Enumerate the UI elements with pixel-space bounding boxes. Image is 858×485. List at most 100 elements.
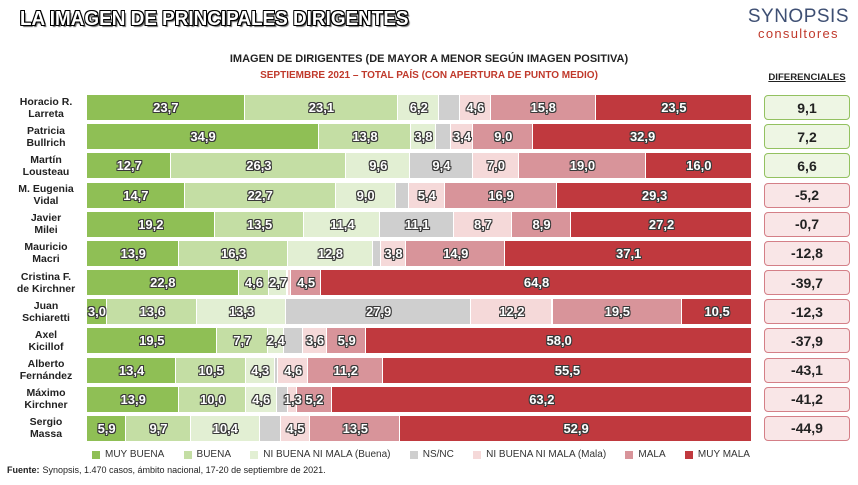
- legend-label: MUY MALA: [697, 449, 750, 460]
- data-label: 10,4: [212, 420, 238, 436]
- bar-segment: [395, 182, 409, 208]
- category-label-line: Máximo: [26, 387, 66, 400]
- data-label: 13,8: [352, 129, 378, 145]
- data-label: 19,2: [138, 216, 164, 232]
- category-label-line: Javier: [30, 212, 62, 225]
- legend-item: NI BUENA NI MALA (Buena): [250, 449, 391, 460]
- data-label: 4,6: [244, 275, 263, 291]
- bar-segment: [197, 299, 286, 325]
- differential-box: 7,2: [764, 124, 850, 150]
- category-label-line: de Kirchner: [16, 282, 76, 295]
- differential-box: -5,2: [764, 182, 850, 208]
- data-label: 26,3: [246, 158, 272, 174]
- legend-label: MALA: [638, 449, 666, 460]
- category-label: Alberto Fernández: [6, 358, 86, 383]
- category-label-line: Martín: [30, 153, 62, 166]
- bar-segment: [216, 328, 268, 354]
- data-label: 14,7: [123, 187, 149, 203]
- legend-swatch: [92, 450, 100, 459]
- category-label: M. Eugenia Vidal: [6, 183, 86, 208]
- bar-segment: [87, 240, 180, 266]
- data-label: 11,4: [330, 216, 355, 232]
- data-label: 2,7: [269, 275, 288, 291]
- data-label: 22,7: [247, 187, 273, 203]
- data-label: 12,8: [317, 245, 344, 261]
- category-label-line: Patricia: [27, 124, 65, 137]
- data-label: 5,9: [97, 420, 116, 436]
- legend-swatch: [684, 450, 693, 459]
- differential-value: -43,1: [791, 362, 823, 379]
- bar-segment: [287, 270, 292, 296]
- data-label: 1,3: [283, 391, 302, 407]
- legend-swatch: [250, 450, 259, 459]
- legend-label: NI BUENA NI MALA (Buena): [263, 449, 391, 460]
- bar-segment: [382, 357, 752, 383]
- differential-box: -41,2: [764, 386, 850, 412]
- bar-segment: [87, 182, 185, 208]
- differentials-header: DIFERENCIALES: [768, 72, 846, 83]
- source-label: Fuente:: [7, 465, 40, 475]
- differential-value: -12,3: [791, 303, 823, 320]
- bar-segment: [571, 211, 752, 237]
- data-label: 13,9: [120, 245, 146, 261]
- data-label: 27,9: [365, 304, 392, 320]
- legend-swatch: [183, 450, 192, 459]
- category-label-line: Massa: [29, 428, 63, 441]
- differential-box: -12,8: [764, 240, 850, 266]
- bar-segment: [287, 270, 289, 296]
- category-label: Máximo Kirchner: [6, 387, 86, 412]
- data-label: 6,2: [409, 100, 428, 115]
- bar-segment: [454, 211, 512, 237]
- bar-segment: [505, 240, 752, 266]
- category-label-line: Kirchner: [24, 399, 68, 412]
- bar-segment: [179, 386, 246, 412]
- data-label: 63,2: [529, 391, 555, 407]
- bar-segment: [288, 386, 298, 412]
- bar-segment: [406, 240, 506, 266]
- legend-item: BUENA: [183, 449, 231, 460]
- data-label: 32,9: [629, 129, 656, 145]
- chart-subtitle: SEPTIEMBRE 2021 – TOTAL PAÍS (CON APERTU…: [260, 70, 598, 81]
- differential-value: 6,6: [797, 157, 817, 174]
- data-label: 13,3: [228, 304, 255, 320]
- differential-value: -5,2: [794, 187, 820, 204]
- category-label: Horacio R. Larreta: [6, 95, 86, 120]
- category-label-line: Vidal: [33, 195, 59, 208]
- bar-segment: [184, 182, 336, 208]
- data-label: 13,6: [139, 304, 165, 320]
- legend-label: BUENA: [196, 449, 231, 460]
- data-label: 3,4: [453, 129, 472, 145]
- legend-label: NI BUENA NI MALA (Mala): [486, 449, 607, 460]
- category-label: Javier Milei: [6, 212, 86, 237]
- bar-segment: [436, 124, 451, 150]
- data-label: 13,5: [246, 216, 273, 232]
- bar-segment: [645, 153, 752, 179]
- bar-segment: [87, 386, 180, 412]
- bar-segment: [308, 357, 383, 383]
- bar-segment: [410, 124, 437, 150]
- data-label: 64,8: [523, 275, 550, 291]
- differential-box: -39,7: [764, 270, 850, 296]
- bar-segment: [276, 386, 289, 412]
- bar-segment: [274, 357, 278, 383]
- data-label: 16,3: [220, 245, 247, 261]
- bar-segment: [287, 240, 373, 266]
- data-label: 5,2: [305, 391, 324, 407]
- bar-segment: [245, 357, 275, 383]
- differential-box: 6,6: [764, 153, 850, 179]
- legend-swatch: [473, 450, 482, 459]
- bar-segment: [511, 211, 572, 237]
- page-title: LA IMAGEN DE PRINCIPALES DIRIGENTES: [20, 8, 409, 30]
- data-label: 23,7: [153, 100, 179, 115]
- data-label: 19,5: [604, 304, 630, 320]
- data-label: 13,9: [120, 391, 146, 407]
- data-label: 11,1: [404, 216, 430, 232]
- differential-value: -41,2: [791, 391, 823, 408]
- data-label: 9,7: [149, 420, 168, 436]
- data-label: 29,3: [641, 187, 668, 203]
- data-label: 4,6: [252, 391, 271, 407]
- data-label: 58,0: [546, 333, 572, 349]
- data-label: 22,8: [150, 275, 176, 291]
- bar-segment: [87, 357, 177, 383]
- data-label: 4,5: [297, 275, 316, 291]
